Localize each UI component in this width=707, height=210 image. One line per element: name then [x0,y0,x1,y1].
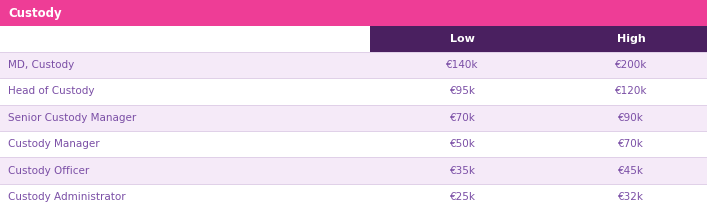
FancyBboxPatch shape [370,26,707,52]
FancyBboxPatch shape [0,105,707,131]
Text: Senior Custody Manager: Senior Custody Manager [8,113,136,123]
Text: €120k: €120k [615,87,647,97]
FancyBboxPatch shape [0,131,707,157]
Text: €200k: €200k [615,60,647,70]
Text: Custody Manager: Custody Manager [8,139,100,149]
Text: Low: Low [450,34,475,44]
Text: €45k: €45k [618,165,644,176]
Text: €90k: €90k [618,113,644,123]
Text: Custody Administrator: Custody Administrator [8,192,126,202]
FancyBboxPatch shape [0,78,707,105]
FancyBboxPatch shape [0,0,707,26]
Text: €50k: €50k [450,139,475,149]
FancyBboxPatch shape [0,52,707,78]
FancyBboxPatch shape [0,184,707,210]
Text: Custody: Custody [8,7,62,20]
Text: €70k: €70k [450,113,475,123]
Text: €25k: €25k [450,192,476,202]
Text: High: High [617,34,645,44]
Text: €32k: €32k [618,192,644,202]
Text: €140k: €140k [446,60,479,70]
FancyBboxPatch shape [0,157,707,184]
Text: €95k: €95k [450,87,476,97]
Text: Head of Custody: Head of Custody [8,87,95,97]
Text: Custody Officer: Custody Officer [8,165,89,176]
Text: €70k: €70k [618,139,644,149]
Text: €35k: €35k [450,165,476,176]
Text: MD, Custody: MD, Custody [8,60,74,70]
FancyBboxPatch shape [0,26,370,52]
